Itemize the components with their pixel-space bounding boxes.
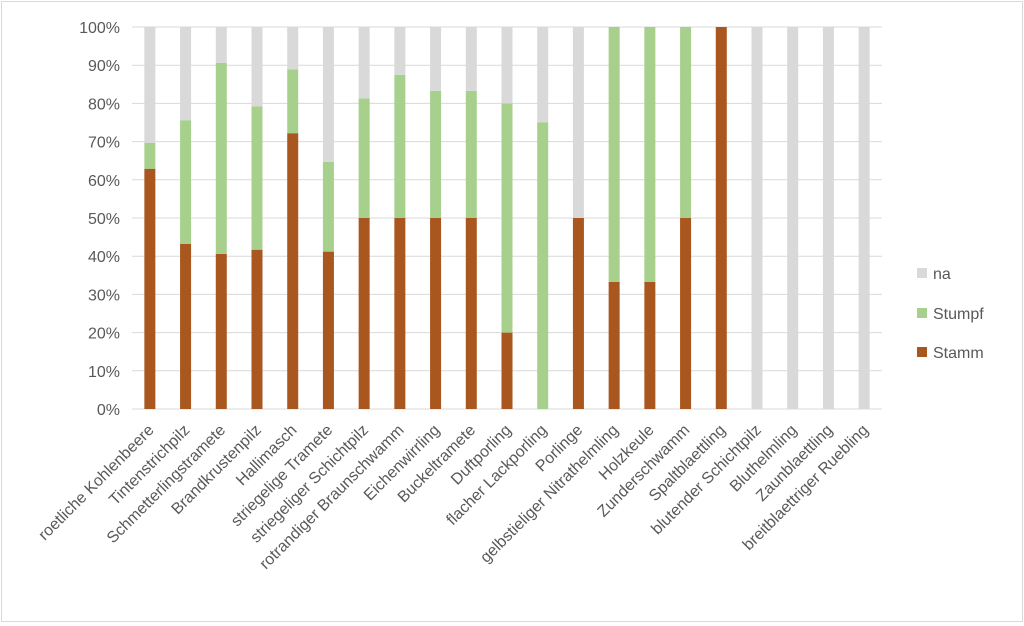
y-tick-label: 40% <box>88 249 120 266</box>
bar-stumpf <box>465 90 477 218</box>
bar-stumpf <box>394 74 406 218</box>
bar-na <box>465 27 477 91</box>
legend: na Stumpf Stamm <box>917 266 984 362</box>
bar-stamm <box>287 133 299 410</box>
bar-stumpf <box>144 142 156 169</box>
y-tick-label: 70% <box>88 135 120 152</box>
y-tick-label: 10% <box>88 364 120 381</box>
bar-stamm <box>322 251 334 409</box>
x-axis-tick-labels: roetliche KohlenbeereTintenstrichpilzSch… <box>36 422 872 573</box>
y-tick-label: 80% <box>88 96 120 113</box>
legend-swatch-stumpf <box>917 308 927 318</box>
legend-label-stumpf: Stumpf <box>933 306 984 323</box>
bar-stamm <box>430 218 442 409</box>
y-tick-label: 60% <box>88 173 120 190</box>
bar-na <box>358 27 370 99</box>
bar-na <box>287 27 299 70</box>
bar-na <box>322 27 334 162</box>
bar-na <box>394 27 406 75</box>
bar-stumpf <box>322 161 334 252</box>
bar-na <box>144 27 156 143</box>
bar-na <box>430 27 442 91</box>
bar-na <box>215 27 227 63</box>
legend-label-stamm: Stamm <box>933 345 984 362</box>
y-tick-label: 0% <box>97 402 120 419</box>
y-tick-label: 100% <box>79 20 120 37</box>
bar-stumpf <box>608 27 620 282</box>
bar-stumpf <box>501 103 513 333</box>
bar-stumpf <box>180 120 192 244</box>
bar-stamm <box>501 332 513 409</box>
bar-stumpf <box>537 122 549 409</box>
bar-stamm <box>144 168 156 409</box>
legend-label-na: na <box>933 266 951 283</box>
legend-swatch-stamm <box>917 347 927 357</box>
bar-stamm <box>215 253 227 409</box>
bar-na <box>787 27 799 409</box>
bar-stumpf <box>358 98 370 218</box>
bar-na <box>822 27 834 409</box>
bar-stamm <box>251 249 263 409</box>
bar-na <box>180 27 192 121</box>
bars <box>144 27 870 410</box>
bar-stumpf <box>680 27 692 218</box>
bar-stamm <box>465 218 477 409</box>
bar-stumpf <box>215 62 227 254</box>
y-tick-label: 30% <box>88 287 120 304</box>
bar-stumpf <box>251 106 263 250</box>
bar-stamm <box>644 281 656 409</box>
bar-stamm <box>608 281 620 409</box>
bar-stumpf <box>644 27 656 282</box>
y-tick-label: 50% <box>88 211 120 228</box>
bar-stamm <box>358 218 370 409</box>
bar-na <box>858 27 870 409</box>
bar-na <box>572 27 584 218</box>
bar-na <box>537 27 549 123</box>
bar-na <box>251 27 263 107</box>
bar-stamm <box>715 27 727 409</box>
bar-stumpf <box>430 90 442 218</box>
bar-na <box>501 27 513 104</box>
y-tick-label: 20% <box>88 326 120 343</box>
y-axis-tick-labels: 0% 10% 20% 30% 40% 50% 60% 70% 80% 90% 100% <box>79 20 120 419</box>
bar-stumpf <box>287 69 299 134</box>
y-tick-label: 90% <box>88 58 120 75</box>
bar-stamm <box>394 218 406 409</box>
bar-stamm <box>572 218 584 409</box>
bar-na <box>751 27 763 409</box>
bar-stamm <box>680 218 692 409</box>
legend-swatch-na <box>917 268 927 278</box>
bar-stamm <box>180 243 192 409</box>
